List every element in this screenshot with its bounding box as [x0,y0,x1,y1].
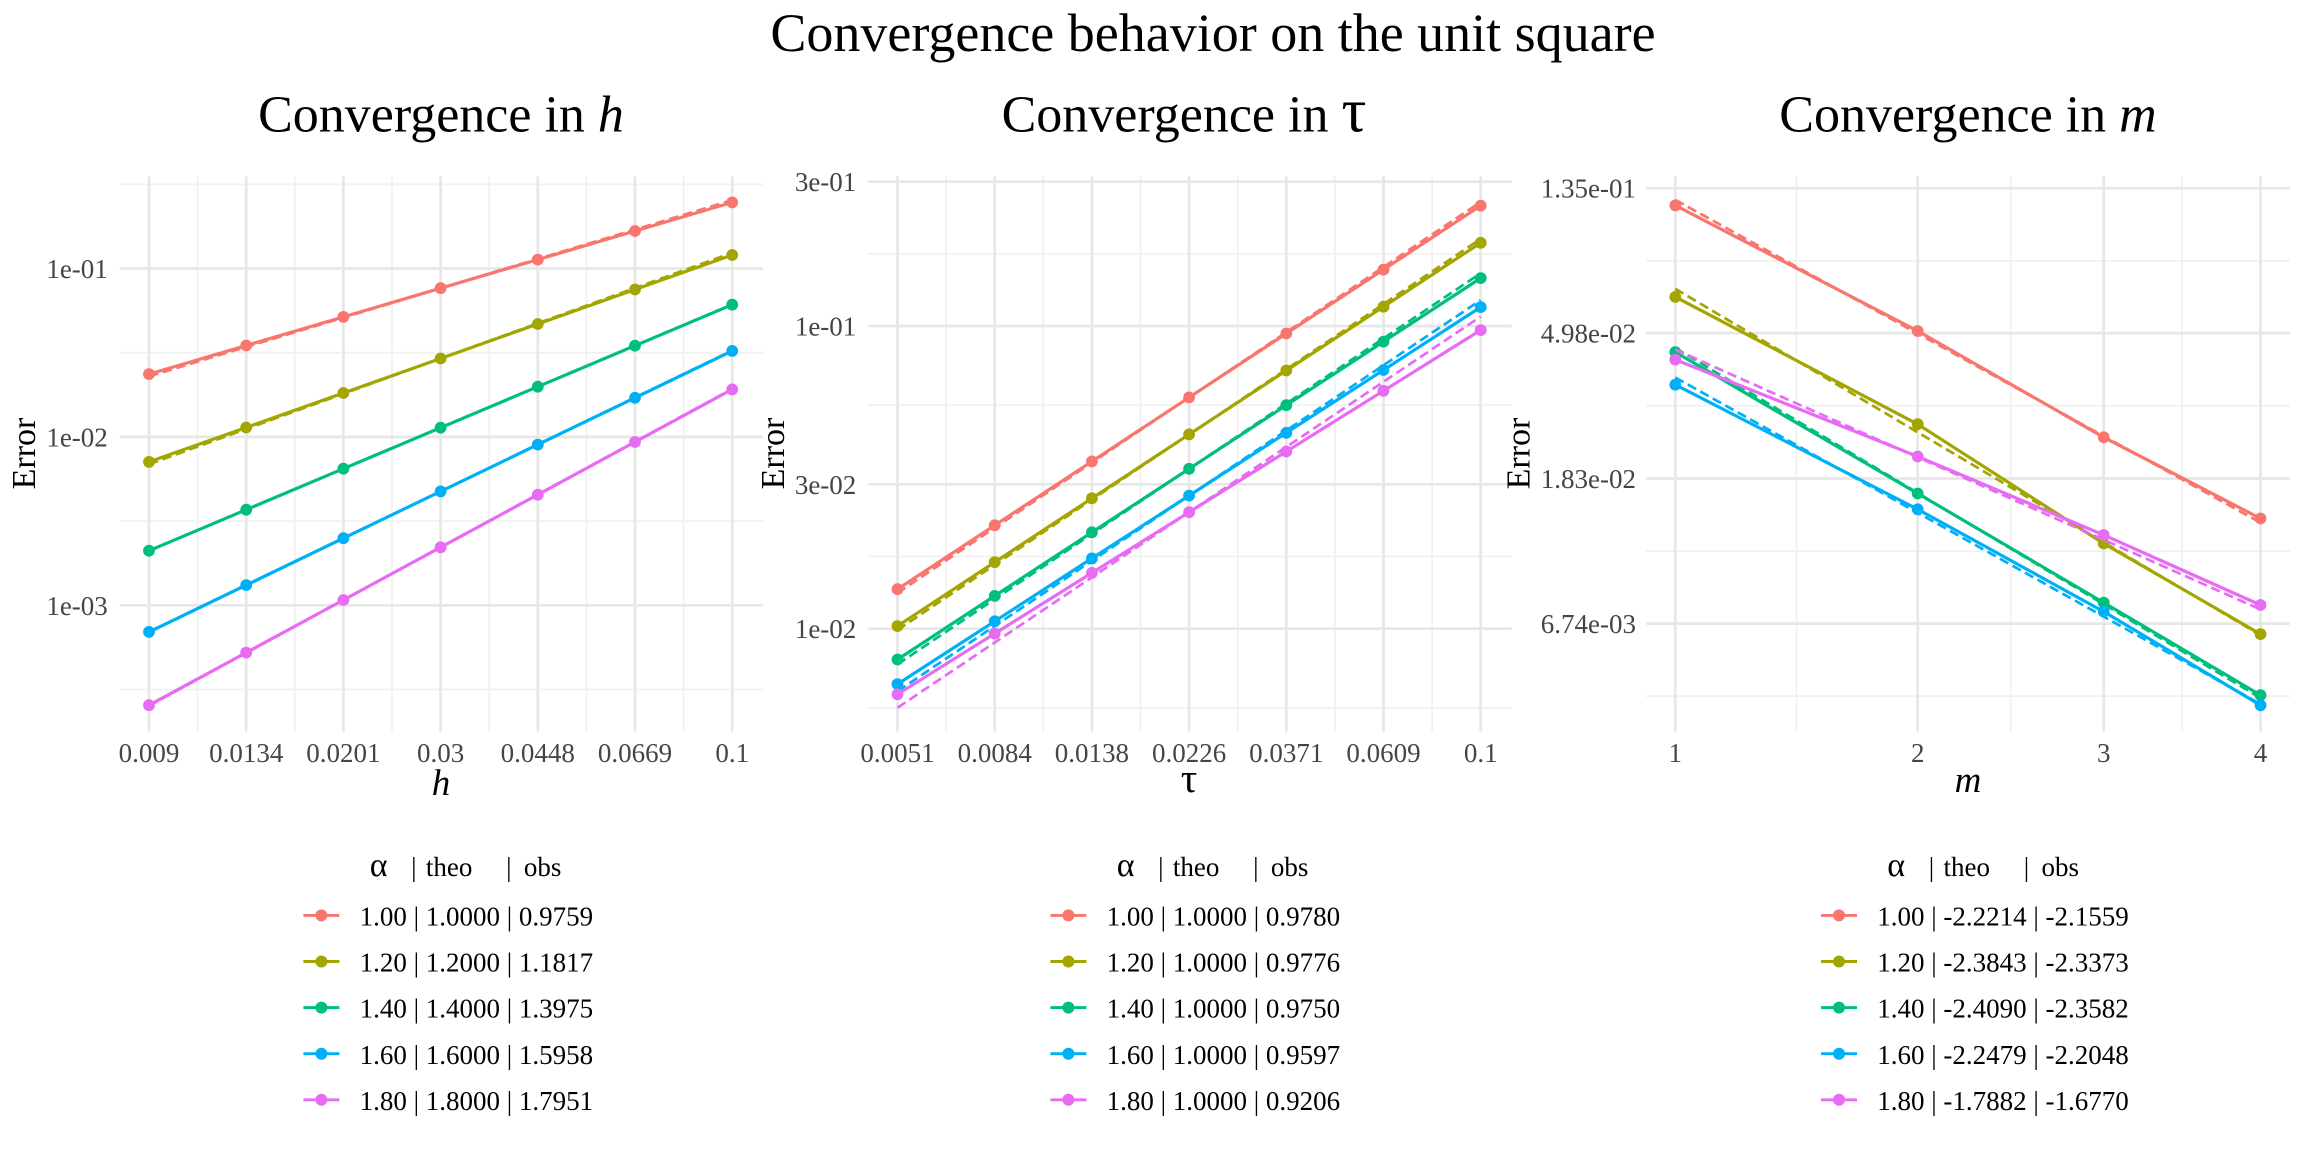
svg-text:Convergence in m: Convergence in m [1779,87,2156,144]
svg-text:1.60 | 1.0000 | 0.9597: 1.60 | 1.0000 | 0.9597 [1107,1040,1341,1070]
svg-text:1.80 | -1.7882 | -1.6770: 1.80 | -1.7882 | -1.6770 [1877,1086,2129,1116]
svg-text:Convergence in h: Convergence in h [258,87,624,144]
svg-text:0.0226: 0.0226 [1152,738,1226,768]
svg-text:1e-01: 1e-01 [795,312,856,342]
svg-text:3e-01: 3e-01 [795,167,856,197]
svg-text:1.60 | -2.2479 | -2.2048: 1.60 | -2.2479 | -2.2048 [1877,1040,2129,1070]
svg-text:1.20 | -2.3843 | -2.3373: 1.20 | -2.3843 | -2.3373 [1877,948,2129,978]
svg-text:1e-01: 1e-01 [46,254,107,284]
svg-text:0.0669: 0.0669 [598,738,672,768]
svg-text:3e-02: 3e-02 [795,470,856,500]
svg-text:0.1: 0.1 [1464,738,1498,768]
svg-text:Error: Error [755,417,792,489]
svg-text:1.40 | -2.4090 | -2.3582: 1.40 | -2.4090 | -2.3582 [1877,994,2129,1024]
svg-text:1.00 | -2.2214 | -2.1559: 1.00 | -2.2214 | -2.1559 [1877,902,2129,932]
svg-text:α|theo|obs: α | theo | obs [1887,847,2079,884]
svg-text:α|theo|obs: α | theo | obs [370,847,562,884]
svg-text:2: 2 [1911,738,1925,768]
svg-text:0.0051: 0.0051 [860,738,934,768]
svg-text:6.74e-03: 6.74e-03 [1541,609,1636,639]
svg-text:Convergence behavior on the un: Convergence behavior on the unit square [770,3,1655,63]
svg-text:4: 4 [2254,738,2268,768]
svg-text:1: 1 [1669,738,1683,768]
svg-text:1.80 | 1.0000 | 0.9206: 1.80 | 1.0000 | 0.9206 [1107,1086,1341,1116]
svg-text:0.0371: 0.0371 [1249,738,1323,768]
svg-text:1.83e-02: 1.83e-02 [1541,464,1636,494]
svg-text:1e-03: 1e-03 [46,591,107,621]
svg-text:m: m [1955,760,1982,801]
svg-text:1.35e-01: 1.35e-01 [1541,174,1636,204]
svg-text:0.0138: 0.0138 [1055,738,1129,768]
svg-text:1e-02: 1e-02 [46,422,107,452]
svg-text:0.0609: 0.0609 [1346,738,1420,768]
svg-text:0.03: 0.03 [417,738,464,768]
svg-text:1.80 | 1.8000 | 1.7951: 1.80 | 1.8000 | 1.7951 [360,1086,594,1116]
svg-text:1.00 | 1.0000 | 0.9759: 1.00 | 1.0000 | 0.9759 [360,902,594,932]
svg-text:1.20 | 1.2000 | 1.1817: 1.20 | 1.2000 | 1.1817 [360,948,594,978]
svg-text:τ: τ [1181,755,1197,801]
svg-text:1.20 | 1.0000 | 0.9776: 1.20 | 1.0000 | 0.9776 [1107,948,1341,978]
svg-text:1.60 | 1.6000 | 1.5958: 1.60 | 1.6000 | 1.5958 [360,1040,594,1070]
svg-text:1.40 | 1.4000 | 1.3975: 1.40 | 1.4000 | 1.3975 [360,994,594,1024]
svg-text:0.009: 0.009 [119,738,180,768]
svg-text:1e-02: 1e-02 [795,614,856,644]
svg-text:0.0448: 0.0448 [501,738,575,768]
svg-text:α|theo|obs: α | theo | obs [1117,847,1309,884]
svg-text:1.00 | 1.0000 | 0.9780: 1.00 | 1.0000 | 0.9780 [1107,902,1341,932]
svg-text:Error: Error [1501,417,1538,489]
svg-text:0.0084: 0.0084 [958,738,1033,768]
svg-text:4.98e-02: 4.98e-02 [1541,319,1636,349]
svg-text:0.0201: 0.0201 [306,738,380,768]
svg-text:0.1: 0.1 [715,738,749,768]
svg-text:Error: Error [6,417,43,489]
svg-text:h: h [432,763,451,804]
svg-text:0.0134: 0.0134 [209,738,284,768]
svg-text:1.40 | 1.0000 | 0.9750: 1.40 | 1.0000 | 0.9750 [1107,994,1341,1024]
svg-text:Convergence in τ: Convergence in τ [1002,78,1367,146]
svg-text:3: 3 [2097,738,2111,768]
